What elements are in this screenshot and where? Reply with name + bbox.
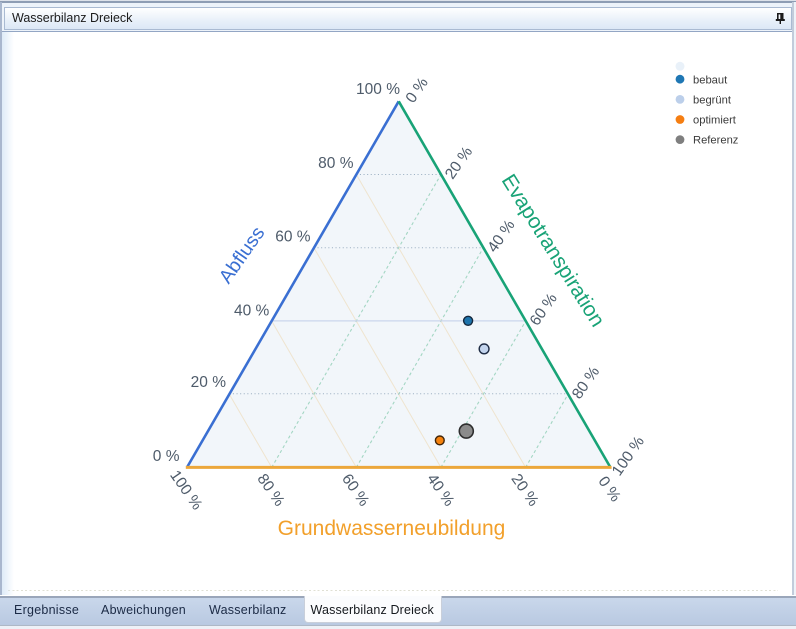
svg-text:0 %: 0 %	[595, 473, 624, 505]
svg-text:0 %: 0 %	[403, 74, 432, 106]
svg-text:80 %: 80 %	[569, 363, 603, 402]
svg-text:100 %: 100 %	[166, 467, 205, 513]
svg-text:bebaut: bebaut	[693, 74, 728, 86]
svg-text:Grundwasserneubildung: Grundwasserneubildung	[278, 517, 506, 540]
svg-text:Referenz: Referenz	[693, 135, 739, 147]
svg-text:20 %: 20 %	[191, 374, 227, 391]
svg-text:100 %: 100 %	[356, 81, 400, 98]
svg-text:40 %: 40 %	[234, 302, 270, 319]
svg-text:40 %: 40 %	[484, 217, 518, 256]
svg-text:begrünt: begrünt	[693, 95, 732, 107]
svg-text:100 %: 100 %	[609, 433, 648, 479]
svg-text:60 %: 60 %	[275, 228, 311, 245]
svg-text:40 %: 40 %	[423, 471, 457, 510]
svg-text:80 %: 80 %	[254, 471, 288, 510]
svg-text:20 %: 20 %	[442, 144, 476, 183]
svg-text:80 %: 80 %	[318, 155, 354, 172]
svg-text:0 %: 0 %	[153, 448, 180, 465]
svg-text:20 %: 20 %	[507, 471, 541, 510]
svg-text:60 %: 60 %	[527, 290, 561, 329]
svg-text:Abfluss: Abfluss	[215, 222, 270, 287]
svg-text:optimiert: optimiert	[693, 115, 737, 127]
svg-text:60 %: 60 %	[338, 471, 372, 510]
